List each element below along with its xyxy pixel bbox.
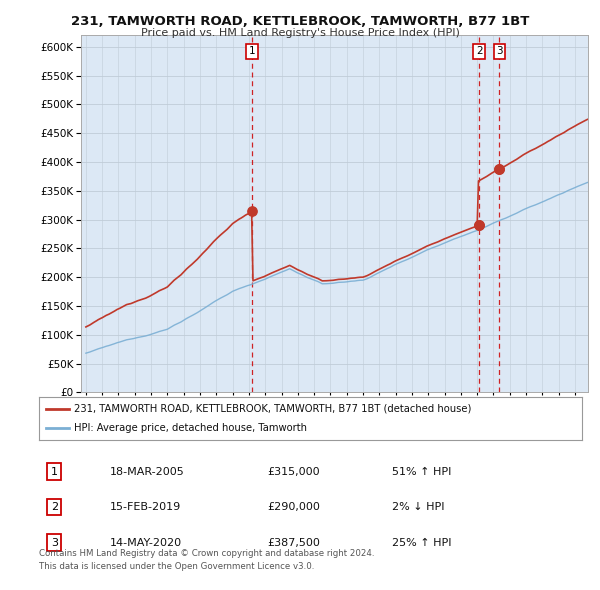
Text: 231, TAMWORTH ROAD, KETTLEBROOK, TAMWORTH, B77 1BT: 231, TAMWORTH ROAD, KETTLEBROOK, TAMWORT… [71,15,529,28]
Point [248,206,257,216]
Text: Price paid vs. HM Land Registry's House Price Index (HPI): Price paid vs. HM Land Registry's House … [140,28,460,38]
Text: 2% ↓ HPI: 2% ↓ HPI [392,502,445,512]
Text: 14-MAY-2020: 14-MAY-2020 [110,537,182,548]
Text: This data is licensed under the Open Government Licence v3.0.: This data is licensed under the Open Gov… [39,562,314,571]
Text: 3: 3 [51,537,58,548]
Text: 15-FEB-2019: 15-FEB-2019 [110,502,181,512]
Text: £315,000: £315,000 [267,467,320,477]
Point [475,221,484,230]
Text: 1: 1 [249,47,256,57]
Text: 1: 1 [51,467,58,477]
Text: £387,500: £387,500 [267,537,320,548]
Text: 2: 2 [50,502,58,512]
Text: 2: 2 [476,47,482,57]
Text: 51% ↑ HPI: 51% ↑ HPI [392,467,451,477]
Point [494,165,504,174]
Text: HPI: Average price, detached house, Tamworth: HPI: Average price, detached house, Tamw… [74,423,307,433]
Point [494,165,504,174]
Text: 25% ↑ HPI: 25% ↑ HPI [392,537,451,548]
Text: 18-MAR-2005: 18-MAR-2005 [110,467,184,477]
Text: £290,000: £290,000 [267,502,320,512]
Text: 231, TAMWORTH ROAD, KETTLEBROOK, TAMWORTH, B77 1BT (detached house): 231, TAMWORTH ROAD, KETTLEBROOK, TAMWORT… [74,404,472,414]
Text: Contains HM Land Registry data © Crown copyright and database right 2024.: Contains HM Land Registry data © Crown c… [39,549,374,558]
Point [475,221,484,230]
Text: 3: 3 [496,47,503,57]
